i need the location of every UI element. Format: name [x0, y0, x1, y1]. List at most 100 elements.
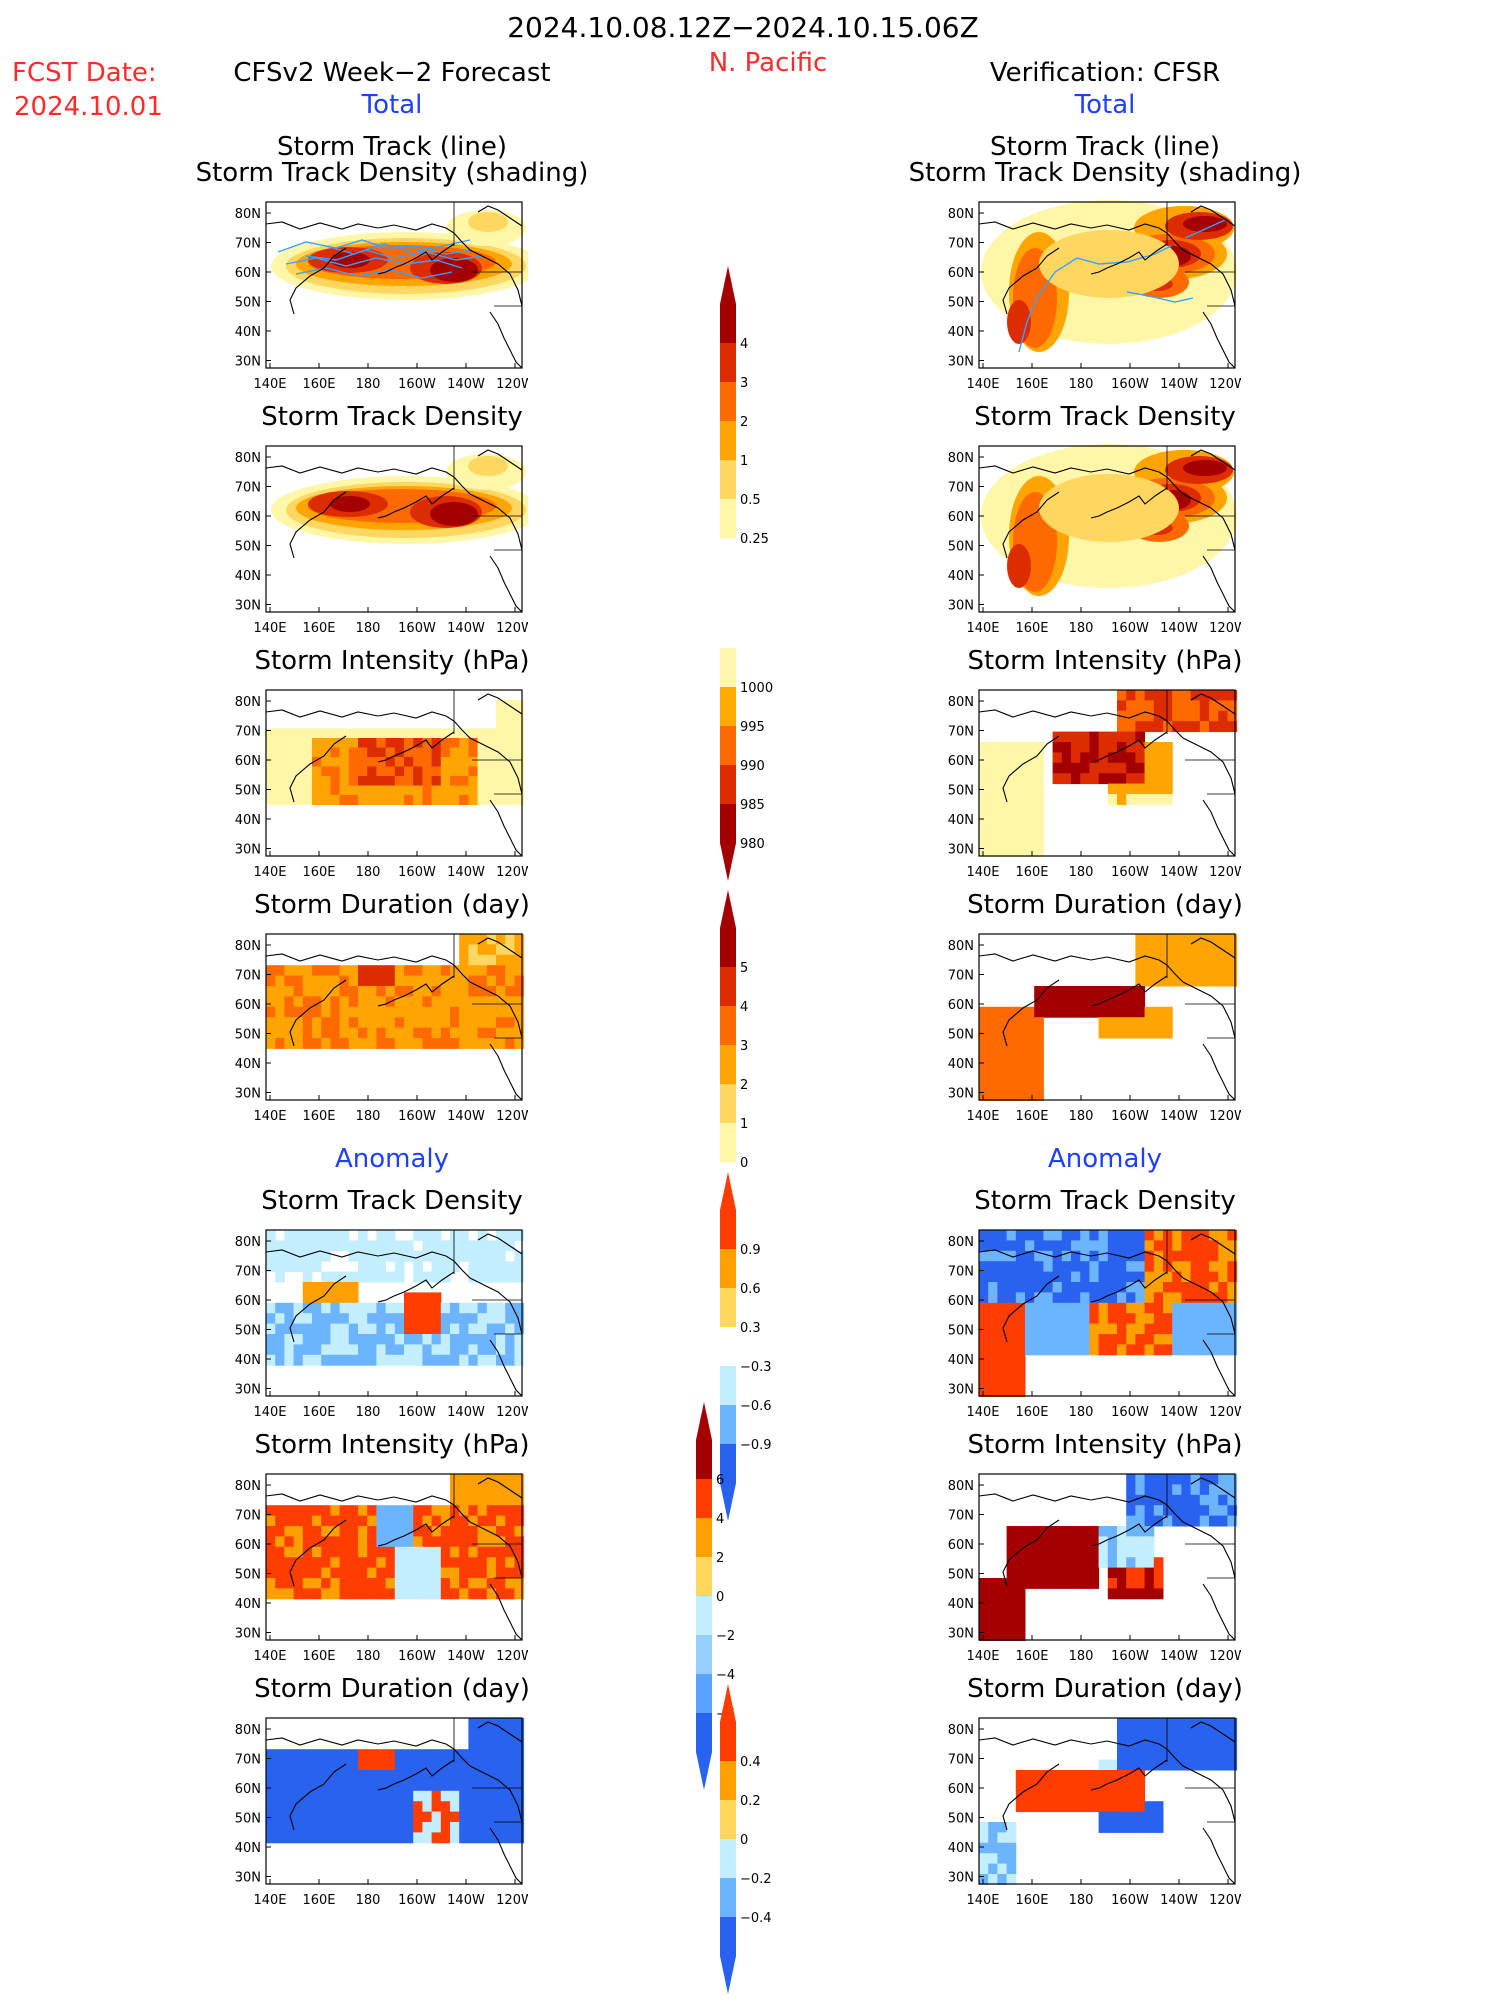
colorbar-tick-label: 0.9: [740, 1243, 761, 1258]
lat-tick-label: 80N: [948, 1479, 974, 1494]
colorbar-tick-label: 2: [716, 1551, 724, 1566]
lon-tick-label: 140E: [966, 621, 999, 636]
lat-tick-label: 70N: [235, 237, 261, 252]
lat-tick-label: 50N: [235, 1812, 261, 1827]
lon-tick-label: 140E: [253, 377, 286, 392]
lat-tick-label: 80N: [235, 451, 261, 466]
fcst-label: FCST Date:: [12, 58, 157, 88]
lat-tick-label: 60N: [235, 754, 261, 769]
lon-tick-label: 120W: [1209, 621, 1241, 636]
lat-tick-label: 70N: [948, 1753, 974, 1768]
lat-tick-label: 40N: [235, 813, 261, 828]
colorbar-anom-duration: 0.4 0.2 0 −0.2 −0.4: [712, 1680, 802, 2004]
lat-tick-label: 70N: [948, 1509, 974, 1524]
region-title: N. Pacific: [708, 48, 828, 78]
colorbar-tick-label: 2: [740, 1078, 748, 1093]
lat-tick-label: 50N: [948, 1324, 974, 1339]
lon-tick-label: 120W: [496, 865, 528, 880]
lon-tick-label: 180: [1069, 1405, 1094, 1420]
lon-tick-label: 160W: [398, 1405, 436, 1420]
lon-tick-label: 140W: [447, 1405, 485, 1420]
lat-tick-label: 60N: [948, 754, 974, 769]
lon-tick-label: 140W: [1160, 377, 1198, 392]
colorbar-tick-label: 1000: [740, 681, 773, 696]
colorbar-tick-label: 985: [740, 798, 765, 813]
lat-tick-label: 80N: [948, 939, 974, 954]
right-anom-intensity-map: 140E 160E 180 160W 140W 120W 80N 70N 60N 50N 40N 30…: [931, 1468, 1241, 1668]
left-duration-title: Storm Duration (day): [254, 890, 530, 920]
lon-tick-label: 160E: [302, 1405, 335, 1420]
lat-tick-label: 50N: [235, 296, 261, 311]
lat-tick-label: 60N: [948, 1294, 974, 1309]
lon-tick-label: 160W: [398, 1649, 436, 1664]
colorbar-tick-label: 1: [740, 454, 748, 469]
lon-tick-label: 180: [1069, 1649, 1094, 1664]
right-density-title: Storm Track Density: [974, 402, 1236, 432]
lat-tick-label: 70N: [235, 1753, 261, 1768]
lat-tick-label: 50N: [235, 1324, 261, 1339]
lon-tick-label: 160E: [1015, 1405, 1048, 1420]
period-title: 2024.10.08.12Z−2024.10.15.06Z: [507, 11, 979, 44]
lon-tick-label: 140W: [1160, 1649, 1198, 1664]
lat-tick-label: 70N: [948, 969, 974, 984]
left-track-title-2: Storm Track Density (shading): [195, 158, 589, 188]
lat-tick-label: 70N: [948, 481, 974, 496]
lon-tick-label: 180: [356, 1649, 381, 1664]
lon-tick-label: 160E: [302, 1893, 335, 1908]
lon-tick-label: 140E: [253, 1649, 286, 1664]
right-anom-intensity-title: Storm Intensity (hPa): [967, 1430, 1243, 1460]
lon-tick-label: 160E: [302, 865, 335, 880]
left-anomaly-label: Anomaly: [334, 1144, 450, 1174]
lon-tick-label: 140W: [447, 377, 485, 392]
colorbar-intensity: 1000 995 990 985 980: [712, 644, 802, 891]
lat-tick-label: 50N: [235, 784, 261, 799]
lat-tick-label: 40N: [948, 569, 974, 584]
right-anom-density-title: Storm Track Density: [974, 1186, 1236, 1216]
lat-tick-label: 30N: [235, 1627, 261, 1642]
lon-tick-label: 160W: [1111, 377, 1149, 392]
lon-tick-label: 120W: [496, 1405, 528, 1420]
lat-tick-label: 40N: [235, 1841, 261, 1856]
lat-tick-label: 80N: [948, 695, 974, 710]
lon-tick-label: 120W: [496, 1109, 528, 1124]
lat-tick-label: 40N: [948, 1597, 974, 1612]
right-anom-density-map: 140E 160E 180 160W 140W 120W 80N 70N 60N 50N 40N 30…: [931, 1224, 1241, 1424]
lat-tick-label: 40N: [948, 1353, 974, 1368]
lon-tick-label: 140E: [253, 1405, 286, 1420]
lat-tick-label: 30N: [948, 1087, 974, 1102]
lon-tick-label: 160W: [1111, 1405, 1149, 1420]
lat-tick-label: 50N: [235, 1028, 261, 1043]
lat-tick-label: 70N: [235, 481, 261, 496]
lon-tick-label: 180: [1069, 621, 1094, 636]
lon-tick-label: 180: [356, 1405, 381, 1420]
left-anom-density-title: Storm Track Density: [261, 1186, 523, 1216]
lat-tick-label: 60N: [235, 998, 261, 1013]
lon-tick-label: 140E: [966, 865, 999, 880]
colorbar-tick-label: 995: [740, 720, 765, 735]
lon-tick-label: 180: [1069, 1109, 1094, 1124]
colorbar-tick-label: 4: [716, 1512, 724, 1527]
left-anom-density-map: 140E 160E 180 160W 140W 120W 80N 70N 60N 50N 40N 30…: [218, 1224, 528, 1424]
lon-tick-label: 160E: [302, 621, 335, 636]
colorbar-tick-label: 0.5: [740, 493, 761, 508]
lon-tick-label: 160E: [1015, 865, 1048, 880]
lat-tick-label: 60N: [948, 510, 974, 525]
lat-tick-label: 40N: [948, 325, 974, 340]
lat-tick-label: 80N: [948, 1235, 974, 1250]
colorbar-tick-label: 4: [740, 1000, 748, 1015]
lon-tick-label: 160E: [302, 1109, 335, 1124]
lon-tick-label: 180: [356, 865, 381, 880]
left-anom-intensity-title: Storm Intensity (hPa): [254, 1430, 530, 1460]
lat-tick-label: 30N: [948, 355, 974, 370]
lat-tick-label: 60N: [235, 266, 261, 281]
lon-tick-label: 160W: [398, 1893, 436, 1908]
right-duration-map: 140E 160E 180 160W 140W 120W 80N 70N 60N 50N 40N 30…: [931, 928, 1241, 1128]
lat-tick-label: 30N: [235, 599, 261, 614]
lon-tick-label: 140E: [966, 1405, 999, 1420]
lon-tick-label: 140E: [253, 1893, 286, 1908]
colorbar-tick-label: 0.25: [740, 532, 769, 544]
right-track-title-2: Storm Track Density (shading): [908, 158, 1302, 188]
right-duration-title: Storm Duration (day): [967, 890, 1243, 920]
lat-tick-label: 40N: [235, 1597, 261, 1612]
